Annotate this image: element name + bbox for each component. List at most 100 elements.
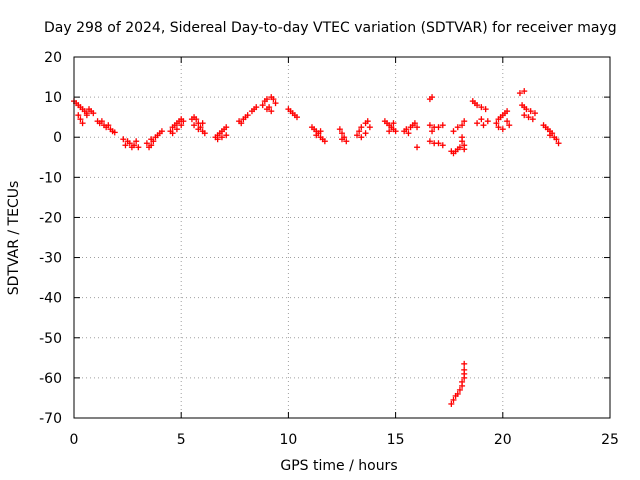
data-point — [435, 140, 442, 147]
x-axis-label: GPS time / hours — [280, 458, 397, 474]
data-point — [201, 130, 208, 137]
data-point — [178, 122, 185, 129]
data-point — [429, 94, 436, 101]
x-tick-label: 5 — [177, 432, 186, 448]
data-point — [386, 128, 393, 135]
y-tick-label: -10 — [39, 170, 62, 186]
data-point — [321, 138, 328, 145]
data-point — [148, 142, 155, 149]
data-point — [98, 118, 105, 125]
data-point — [392, 128, 399, 135]
data-point — [362, 130, 369, 137]
data-point — [480, 122, 487, 129]
data-point — [459, 122, 466, 129]
data-point — [439, 142, 446, 149]
y-tick-label: -70 — [39, 411, 62, 427]
data-point — [83, 112, 90, 119]
data-point — [133, 138, 140, 145]
data-point — [504, 118, 511, 125]
data-point — [86, 106, 93, 113]
data-point — [90, 110, 97, 117]
data-point — [120, 136, 127, 143]
data-point — [414, 144, 421, 151]
data-point — [555, 140, 562, 147]
data-point — [474, 102, 481, 109]
plot-frame — [73, 56, 611, 419]
data-point — [461, 366, 468, 373]
data-point — [459, 378, 466, 385]
axis-ticks: 0 5 10 15 20 25 20 10 0 -10 -20 -30 -40 -50 -60 -70 — [39, 50, 619, 448]
data-point — [495, 124, 502, 131]
data-point — [478, 104, 485, 111]
x-tick-label: 20 — [494, 432, 512, 448]
data-point — [313, 132, 320, 139]
data-point — [128, 144, 135, 151]
y-tick-label: 10 — [44, 90, 62, 106]
data-point — [126, 140, 133, 147]
data-point — [354, 132, 361, 139]
data-point — [478, 116, 485, 123]
data-point — [180, 118, 187, 125]
data-point — [169, 130, 176, 137]
data-point — [527, 108, 534, 115]
data-point — [195, 126, 202, 133]
y-tick-label: -40 — [39, 291, 62, 307]
data-point — [259, 102, 266, 109]
data-point — [454, 124, 461, 131]
data-point — [191, 122, 198, 129]
data-point — [293, 114, 300, 121]
data-point — [75, 112, 82, 119]
data-point — [429, 128, 436, 135]
data-point — [79, 120, 86, 127]
data-point — [238, 120, 245, 127]
data-point — [343, 138, 350, 145]
data-point — [223, 124, 230, 131]
data-point — [263, 96, 270, 103]
y-tick-label: 0 — [53, 130, 62, 146]
data-point — [546, 132, 553, 139]
data-point — [214, 136, 221, 143]
x-tick-label: 10 — [279, 432, 297, 448]
data-point — [456, 144, 463, 151]
data-point — [122, 142, 129, 149]
y-tick-label: -30 — [39, 251, 62, 267]
data-point — [448, 400, 455, 407]
y-tick-label: -50 — [39, 331, 62, 347]
data-point — [135, 144, 142, 151]
data-point — [403, 126, 410, 133]
data-point — [411, 120, 418, 127]
data-point — [390, 120, 397, 127]
data-point — [474, 120, 481, 127]
data-point — [364, 118, 371, 125]
data-point — [143, 140, 150, 147]
data-point — [454, 390, 461, 397]
data-point — [270, 96, 277, 103]
data-point — [199, 120, 206, 127]
data-point — [459, 138, 466, 145]
data-point — [521, 88, 528, 95]
data-point — [173, 126, 180, 133]
data-point — [148, 136, 155, 143]
data-point — [461, 146, 468, 153]
y-tick-label: 20 — [44, 50, 62, 66]
data-point — [223, 132, 230, 139]
data-point — [414, 124, 421, 131]
x-tick-label: 15 — [387, 432, 405, 448]
data-point — [193, 116, 200, 123]
data-point — [499, 126, 506, 133]
data-point — [356, 128, 363, 135]
data-point — [358, 124, 365, 131]
data-point — [506, 122, 513, 129]
data-point — [426, 122, 433, 129]
data-point — [439, 122, 446, 129]
data-point — [158, 128, 165, 135]
data-point — [456, 386, 463, 393]
data-point — [358, 134, 365, 141]
data-point — [435, 124, 442, 131]
data-point — [523, 106, 530, 113]
data-point — [525, 114, 532, 121]
x-tick-label: 25 — [601, 432, 619, 448]
data-point — [251, 106, 258, 113]
data-point — [111, 129, 118, 136]
